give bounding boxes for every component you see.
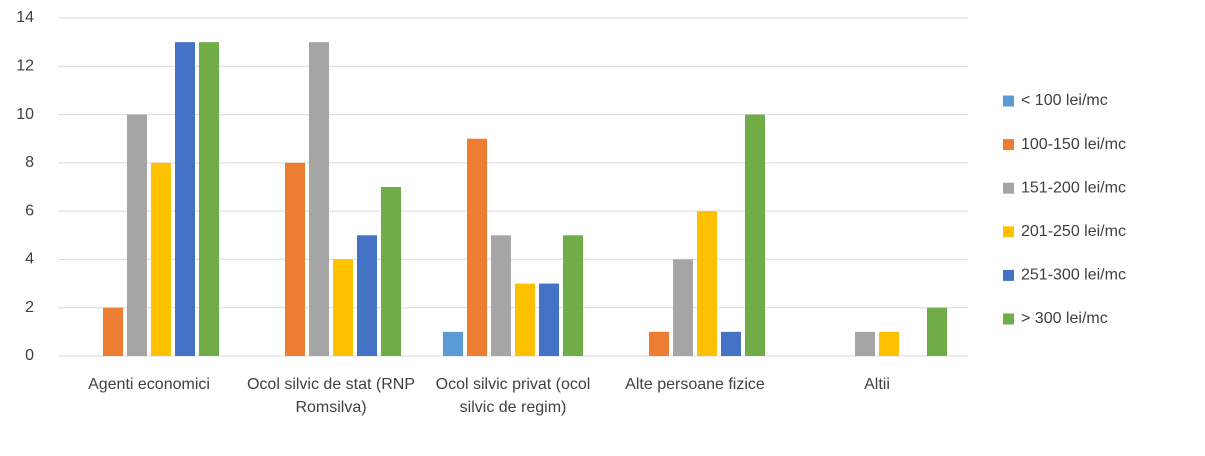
y-tick-label: 14 [16,9,34,26]
bar [745,114,765,356]
bar [443,331,463,356]
bar [879,331,899,356]
y-tick-label: 4 [25,251,34,268]
legend-swatch [1003,313,1014,325]
legend-label: 100-150 lei/mc [1021,136,1126,153]
y-tick-label: 2 [25,299,34,316]
bar [467,138,487,356]
bar [175,42,195,357]
legend-label: 151-200 lei/mc [1021,179,1126,196]
legend-label: 201-250 lei/mc [1021,223,1126,240]
x-tick-label: Altii [864,376,890,393]
bar [127,114,147,356]
legend-swatch [1003,182,1014,194]
x-tick-label: Alte persoane fizice [625,376,765,393]
bar [333,259,353,356]
bar [673,259,693,356]
legend-swatch [1003,95,1014,107]
bar [151,162,171,356]
legend-swatch [1003,226,1014,238]
bar [563,235,583,356]
y-tick-label: 0 [25,347,34,364]
bar [357,235,377,356]
y-tick-label: 6 [25,202,34,219]
legend-label: < 100 lei/mc [1021,92,1108,109]
bar [927,307,947,356]
bar [515,283,535,356]
x-tick-label: Ocol silvic privat (ocol silvic de regim… [435,376,591,416]
legend-swatch [1003,269,1014,281]
bar [721,331,741,356]
bar [697,211,717,356]
bar [309,42,329,357]
legend-label: 251-300 lei/mc [1021,267,1126,284]
bar [539,283,559,356]
bar [285,162,305,356]
bar [103,307,123,356]
x-tick-label: Ocol silvic de stat (RNP Romsilva) [246,376,416,416]
bar [491,235,511,356]
y-tick-label: 10 [16,106,34,123]
y-tick-label: 12 [16,58,34,75]
x-tick-label: Agenti economici [88,376,210,393]
legend-label: > 300 lei/mc [1021,310,1108,327]
legend-swatch [1003,139,1014,151]
bar [381,187,401,356]
bar [199,42,219,357]
y-tick-label: 8 [25,154,34,171]
bar [649,331,669,356]
bar [855,331,875,356]
